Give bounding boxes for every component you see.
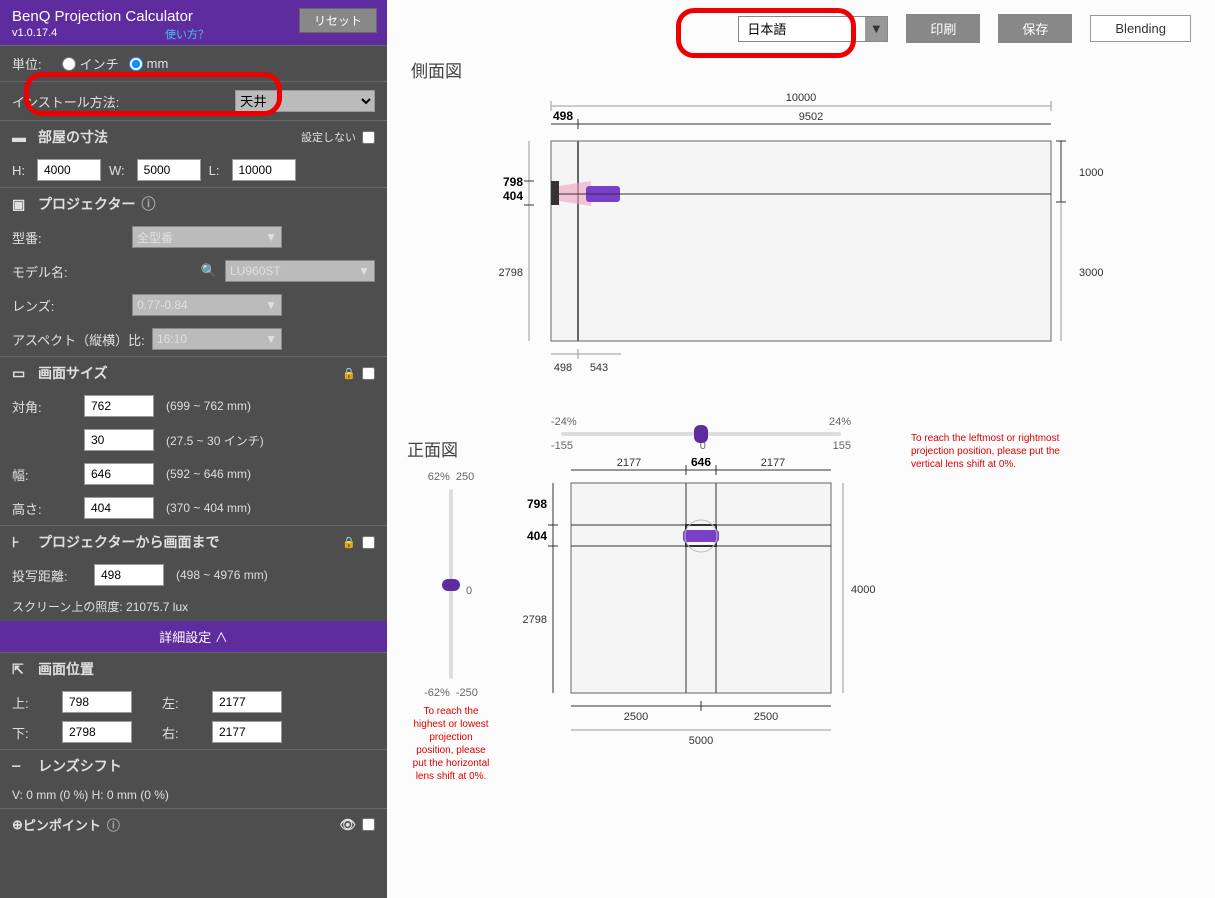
svg-text:2177: 2177 bbox=[617, 458, 641, 469]
save-button[interactable]: 保存 bbox=[998, 14, 1072, 43]
sideview-title: 側面図 bbox=[411, 57, 1191, 82]
print-button[interactable]: 印刷 bbox=[906, 14, 980, 43]
front-view-diagram: 2177 646 2177 798 404 2798 4000 bbox=[511, 458, 891, 758]
unit-mm-radio[interactable]: mm bbox=[129, 56, 169, 71]
svg-text:2500: 2500 bbox=[624, 711, 648, 723]
h-slider-track[interactable] bbox=[561, 432, 841, 436]
svg-text:543: 543 bbox=[590, 362, 608, 374]
main-view: 日本語 ▼ 印刷 保存 Blending 側面図 10000 498 9502 bbox=[387, 0, 1215, 898]
h-slider-thumb[interactable] bbox=[694, 425, 708, 443]
svg-text:404: 404 bbox=[503, 189, 523, 203]
unit-inch-radio[interactable]: インチ bbox=[62, 54, 119, 73]
svg-text:4000: 4000 bbox=[851, 584, 875, 596]
svg-text:3000: 3000 bbox=[1079, 267, 1103, 279]
distance-icon: ⊦ bbox=[12, 534, 30, 551]
room-section-header: ▬ 部屋の寸法 設定しない bbox=[0, 120, 387, 153]
chevron-down-icon: ▼ bbox=[865, 17, 887, 41]
svg-text:9502: 9502 bbox=[799, 111, 823, 123]
svg-text:798: 798 bbox=[503, 175, 523, 189]
screen-section-header: ▭ 画面サイズ 🔒 bbox=[0, 356, 387, 389]
install-select[interactable]: 天井 bbox=[235, 90, 375, 112]
warn-vertical: To reach the leftmost or rightmost proje… bbox=[911, 432, 1081, 471]
warn-horizontal: To reach the highest or lowest projectio… bbox=[411, 705, 491, 783]
lens-select[interactable]: 0.77-0.84▼ bbox=[132, 294, 282, 316]
howto-link[interactable]: 使い方？ bbox=[165, 26, 209, 42]
pos-right-input[interactable] bbox=[212, 721, 282, 743]
projector-icon: ▣ bbox=[12, 196, 30, 213]
pos-top-input[interactable] bbox=[62, 691, 132, 713]
room-dimensions: H: W: L: bbox=[0, 153, 387, 187]
top-bar: 日本語 ▼ 印刷 保存 Blending bbox=[387, 0, 1215, 47]
blending-button[interactable]: Blending bbox=[1090, 15, 1191, 42]
position-grid: 上: 左: 下: 右: bbox=[0, 685, 387, 749]
room-h-input[interactable] bbox=[37, 159, 101, 181]
svg-text:2798: 2798 bbox=[523, 614, 547, 626]
pos-bottom-input[interactable] bbox=[62, 721, 132, 743]
eye-icon[interactable]: 👁 bbox=[339, 817, 356, 833]
width-input[interactable] bbox=[84, 463, 154, 485]
model-name-select[interactable]: LU960ST▼ bbox=[225, 260, 375, 282]
pinpoint-checkbox[interactable] bbox=[362, 818, 375, 831]
lensshift-section-header: ┄ レンズシフト bbox=[0, 749, 387, 782]
install-label: インストール方法: bbox=[12, 92, 119, 111]
room-l-input[interactable] bbox=[232, 159, 296, 181]
model-type-select[interactable]: 全型番▼ bbox=[132, 226, 282, 248]
svg-text:2177: 2177 bbox=[761, 458, 785, 469]
svg-text:5000: 5000 bbox=[689, 735, 713, 747]
distance-section-header: ⊦ プロジェクターから画面まで 🔒 bbox=[0, 525, 387, 558]
sidebar: BenQ Projection Calculator v1.0.17.4 使い方… bbox=[0, 0, 387, 898]
pinpoint-icon: ⊕ bbox=[12, 817, 23, 833]
room-w-input[interactable] bbox=[137, 159, 201, 181]
pos-left-input[interactable] bbox=[212, 691, 282, 713]
search-icon[interactable]: 🔍 bbox=[201, 263, 217, 279]
throw-input[interactable] bbox=[94, 564, 164, 586]
svg-text:10000: 10000 bbox=[786, 92, 817, 104]
frontview-title: 正面図 bbox=[407, 436, 491, 461]
room-noset-checkbox[interactable] bbox=[362, 131, 375, 144]
position-section-header: ⇱ 画面位置 bbox=[0, 652, 387, 685]
svg-text:498: 498 bbox=[554, 362, 572, 374]
pinpoint-header: ⊕ ピンポイント ⓘ 👁 bbox=[0, 808, 387, 840]
side-view-diagram: 10000 498 9502 798 404 2798 1000 3000 49… bbox=[411, 86, 1111, 406]
svg-text:1000: 1000 bbox=[1079, 167, 1103, 179]
projector-section-header: ▣ プロジェクター ⓘ bbox=[0, 187, 387, 220]
lock-icon: 🔒 bbox=[342, 367, 356, 380]
advanced-toggle[interactable]: 詳細設定 ∧ bbox=[0, 621, 387, 652]
app-header: BenQ Projection Calculator v1.0.17.4 使い方… bbox=[0, 0, 387, 45]
svg-text:2798: 2798 bbox=[499, 267, 523, 279]
info-icon[interactable]: ⓘ bbox=[107, 815, 120, 834]
svg-text:646: 646 bbox=[691, 458, 711, 469]
language-select[interactable]: 日本語 ▼ bbox=[738, 16, 888, 42]
lensshift-values: V: 0 mm (0 %) H: 0 mm (0 %) bbox=[0, 782, 387, 808]
svg-text:798: 798 bbox=[527, 497, 547, 511]
front-view-center: -24%24% -1550155 2177 646 2177 bbox=[511, 416, 891, 783]
info-icon[interactable]: ⓘ bbox=[141, 194, 155, 214]
install-row: インストール方法: 天井 bbox=[0, 81, 387, 120]
room-icon: ▬ bbox=[12, 129, 30, 145]
svg-text:2500: 2500 bbox=[754, 711, 778, 723]
lux-text: スクリーン上の照度: 21075.7 lux bbox=[0, 592, 387, 621]
svg-text:404: 404 bbox=[527, 529, 547, 543]
unit-row: 単位: インチ mm bbox=[0, 45, 387, 81]
svg-text:498: 498 bbox=[553, 109, 573, 123]
distance-lock-checkbox[interactable] bbox=[362, 536, 375, 549]
diag-in-input[interactable] bbox=[84, 429, 154, 451]
aspect-select[interactable]: 16:10▼ bbox=[152, 328, 282, 350]
lensshift-icon: ┄ bbox=[12, 758, 30, 775]
reset-button[interactable]: リセット bbox=[299, 8, 377, 33]
vertical-lens-slider: 正面図 62% 250 0 -62% -250 To reach the hig… bbox=[411, 416, 491, 783]
screen-icon: ▭ bbox=[12, 365, 30, 382]
lock-icon: 🔒 bbox=[342, 536, 356, 549]
height-input[interactable] bbox=[84, 497, 154, 519]
unit-label: 単位: bbox=[12, 54, 42, 73]
position-icon: ⇱ bbox=[12, 661, 30, 678]
screen-lock-checkbox[interactable] bbox=[362, 367, 375, 380]
v-slider-track[interactable] bbox=[449, 489, 453, 679]
diag-mm-input[interactable] bbox=[84, 395, 154, 417]
